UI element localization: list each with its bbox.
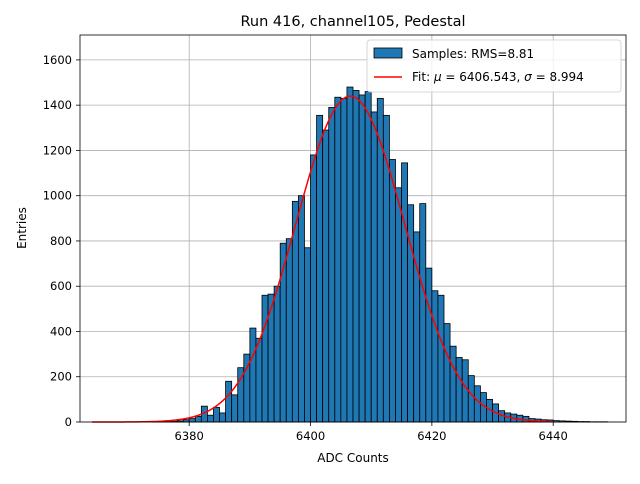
x-tick-label: 6440 bbox=[539, 429, 568, 443]
histogram-bar bbox=[438, 295, 444, 422]
histogram-bar bbox=[304, 248, 310, 422]
histogram-bar bbox=[250, 328, 256, 422]
histogram-bar bbox=[311, 155, 317, 422]
y-tick-label: 400 bbox=[50, 324, 72, 338]
histogram-bar bbox=[450, 346, 456, 422]
histogram-bar bbox=[189, 419, 195, 422]
legend-fit-label: Fit: μ = 6406.543, σ = 8.994 bbox=[412, 70, 584, 84]
y-tick-label: 1600 bbox=[43, 53, 72, 67]
histogram-bar bbox=[359, 95, 365, 422]
histogram-bar bbox=[468, 376, 474, 422]
x-tick-label: 6420 bbox=[417, 429, 446, 443]
x-tick-label: 6380 bbox=[175, 429, 204, 443]
y-tick-label: 1400 bbox=[43, 98, 72, 112]
legend: Samples: RMS=8.81 Fit: μ = 6406.543, σ =… bbox=[367, 40, 621, 92]
histogram-bar bbox=[298, 196, 304, 422]
histogram-bar bbox=[286, 239, 292, 422]
legend-mu-value: = 6406.543, bbox=[442, 70, 525, 84]
legend-hist-label: Samples: RMS=8.81 bbox=[412, 47, 534, 61]
histogram-bar bbox=[474, 386, 480, 422]
y-tick-label: 200 bbox=[50, 370, 72, 384]
histogram-bar bbox=[523, 416, 529, 422]
histogram-bar bbox=[389, 159, 395, 422]
histogram-bar bbox=[432, 291, 438, 422]
legend-hist-swatch bbox=[374, 48, 402, 58]
legend-mu-symbol: μ bbox=[433, 70, 442, 84]
histogram-bar bbox=[262, 295, 268, 422]
legend-sigma-value: = 8.994 bbox=[532, 70, 584, 84]
histogram-bar bbox=[353, 90, 359, 422]
histogram-bar bbox=[444, 324, 450, 422]
histogram-bar bbox=[462, 360, 468, 422]
chart-title: Run 416, channel105, Pedestal bbox=[240, 14, 465, 30]
x-axis-label: ADC Counts bbox=[317, 451, 389, 465]
histogram-bar bbox=[195, 416, 201, 422]
y-tick-label: 1000 bbox=[43, 189, 72, 203]
histogram-bar bbox=[341, 98, 347, 422]
histogram-bar bbox=[220, 413, 226, 422]
histogram-bar bbox=[207, 415, 213, 422]
histogram-bar bbox=[213, 407, 219, 422]
histogram-bar bbox=[426, 268, 432, 422]
legend-fit-prefix: Fit: bbox=[412, 70, 434, 84]
y-axis-label: Entries bbox=[15, 207, 29, 249]
y-tick-label: 0 bbox=[65, 415, 72, 429]
histogram-bar bbox=[329, 107, 335, 422]
histogram-bar bbox=[232, 395, 238, 422]
x-tick-label: 6400 bbox=[296, 429, 325, 443]
histogram-bar bbox=[256, 338, 262, 422]
y-tick-label: 600 bbox=[50, 279, 72, 293]
histogram-bar bbox=[402, 163, 408, 422]
histogram-bar bbox=[371, 112, 377, 422]
histogram-bar bbox=[365, 92, 371, 422]
histogram-bar bbox=[420, 204, 426, 422]
histogram-bar bbox=[456, 358, 462, 423]
histogram-bar bbox=[274, 286, 280, 422]
y-tick-label: 1200 bbox=[43, 143, 72, 157]
histogram-bar bbox=[323, 130, 329, 422]
histogram-bar bbox=[335, 97, 341, 422]
histogram-bar bbox=[226, 381, 232, 422]
histogram-bar bbox=[317, 115, 323, 422]
histogram-bar bbox=[395, 188, 401, 422]
y-tick-label: 800 bbox=[50, 234, 72, 248]
histogram-bar bbox=[347, 87, 353, 422]
